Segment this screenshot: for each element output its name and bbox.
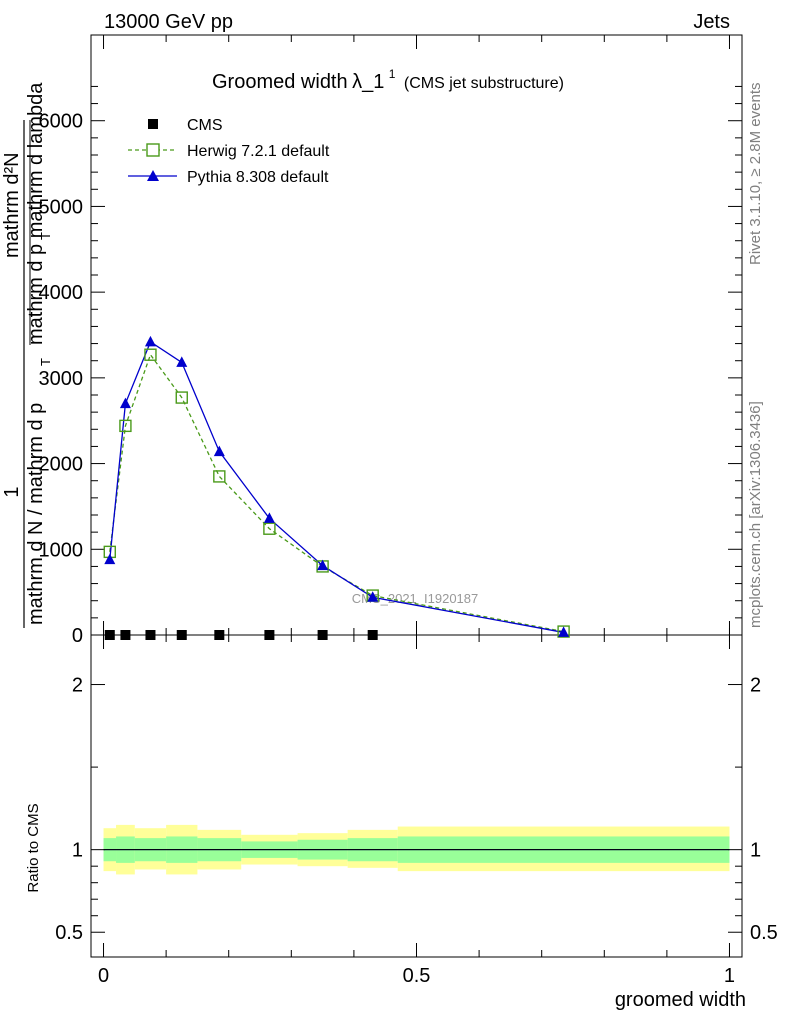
legend-entry-pythia: Pythia 8.308 default [128, 169, 329, 186]
main-axis-ticks: 0 1000 2000 3000 4000 5000 6000 [39, 35, 742, 647]
main-ytick-label-6: 6000 [39, 111, 84, 133]
ratio-xtick-label-2: 1 [724, 965, 735, 987]
ylabel-one: 1 [1, 486, 23, 497]
ratio-panel-frame [90, 634, 743, 958]
ratio-xtick-label-0: 0 [98, 965, 109, 987]
legend-entry-cms: CMS [148, 117, 223, 134]
title-symbol: λ_1 [352, 71, 384, 93]
herwig-point-4 [213, 470, 226, 483]
ylabel-upper-sub: T [38, 232, 53, 240]
cms-point-2 [145, 630, 156, 640]
main-ylabel: 1 mathrm d N / mathrm d p T mathrm d²N m… [1, 82, 53, 628]
title-superscript: 1 [389, 67, 396, 81]
title-main: Groomed width [212, 71, 348, 93]
pythia-point-8 [558, 626, 570, 637]
ratio-ylabel: Ratio to CMS [25, 803, 42, 892]
legend-cms-marker [148, 119, 158, 129]
pythia-point-0 [104, 553, 116, 565]
ylabel-upper-num: mathrm d²N [1, 152, 23, 258]
herwig-point-5 [263, 522, 276, 535]
ratio-axis-ticks: 0.5 0.5 1 1 2 2 0 0.5 1 [55, 635, 778, 987]
ratio-ytick-label-left-0: 0.5 [55, 922, 83, 944]
cms-point-3 [176, 630, 187, 640]
legend-pythia-marker [147, 170, 159, 181]
pythia-point-4 [213, 445, 225, 457]
main-ytick-label-5: 5000 [39, 196, 84, 218]
pythia-point-5 [263, 512, 275, 523]
herwig-point-8 [557, 625, 570, 638]
cms-point-5 [264, 630, 275, 640]
pythia-point-2 [144, 335, 156, 347]
pythia-point-1 [119, 397, 131, 409]
cms-point-1 [120, 630, 131, 640]
energy-label: 13000 GeV pp [104, 11, 233, 33]
herwig-line [109, 353, 564, 633]
ratio-ytick-label-right-2: 2 [750, 675, 761, 697]
herwig-point-3 [175, 391, 188, 404]
rivet-label: Rivet 3.1.10, ≥ 2.8M events [747, 83, 764, 266]
cms-point-0 [104, 630, 115, 640]
ylabel-sub-t: T [38, 358, 53, 366]
ratio-ytick-label-right-0: 0.5 [750, 922, 778, 944]
pythia-line [109, 340, 564, 634]
ylabel-denominator: mathrm d N / mathrm d p [25, 403, 47, 625]
herwig-point-1 [119, 419, 132, 433]
cms-point-7 [367, 630, 378, 640]
main-ytick-label-4: 4000 [39, 282, 84, 304]
main-ytick-label-3: 3000 [39, 368, 84, 390]
cms-point-4 [214, 630, 225, 640]
legend-cms-label: CMS [187, 117, 223, 134]
legend-herwig-label: Herwig 7.2.1 default [187, 143, 330, 160]
ratio-ytick-label-left-2: 2 [72, 675, 83, 697]
pythia-point-6 [317, 559, 329, 571]
main-series [103, 335, 570, 640]
main-ytick-label-2: 2000 [39, 454, 84, 476]
ratio-xtick-label-1: 0.5 [403, 965, 431, 987]
jets-label: Jets [693, 11, 730, 33]
cms-point-6 [317, 630, 328, 640]
legend-herwig-marker [146, 143, 160, 157]
main-ytick-label-0: 0 [72, 625, 83, 647]
ratio-ytick-label-left-1: 1 [72, 840, 83, 862]
pythia-point-3 [176, 356, 188, 367]
title-subtitle: (CMS jet substructure) [404, 75, 564, 92]
mcplots-label: mcplots.cern.ch [arXiv:1306.3436] [747, 401, 764, 628]
legend-entry-herwig: Herwig 7.2.1 default [128, 143, 330, 160]
pythia-point-7 [367, 591, 379, 602]
x-axis-label: groomed width [615, 989, 746, 1011]
legend: CMS Herwig 7.2.1 default Pythia 8.308 de… [128, 117, 330, 186]
ratio-ytick-label-right-1: 1 [750, 840, 761, 862]
legend-pythia-label: Pythia 8.308 default [187, 169, 329, 186]
analysis-watermark: CMS_2021_I1920187 [352, 591, 479, 606]
main-ytick-label-1: 1000 [39, 539, 84, 561]
herwig-point-2 [144, 348, 157, 361]
chart-title: Groomed width λ_1 1 (CMS jet substructur… [212, 65, 564, 93]
